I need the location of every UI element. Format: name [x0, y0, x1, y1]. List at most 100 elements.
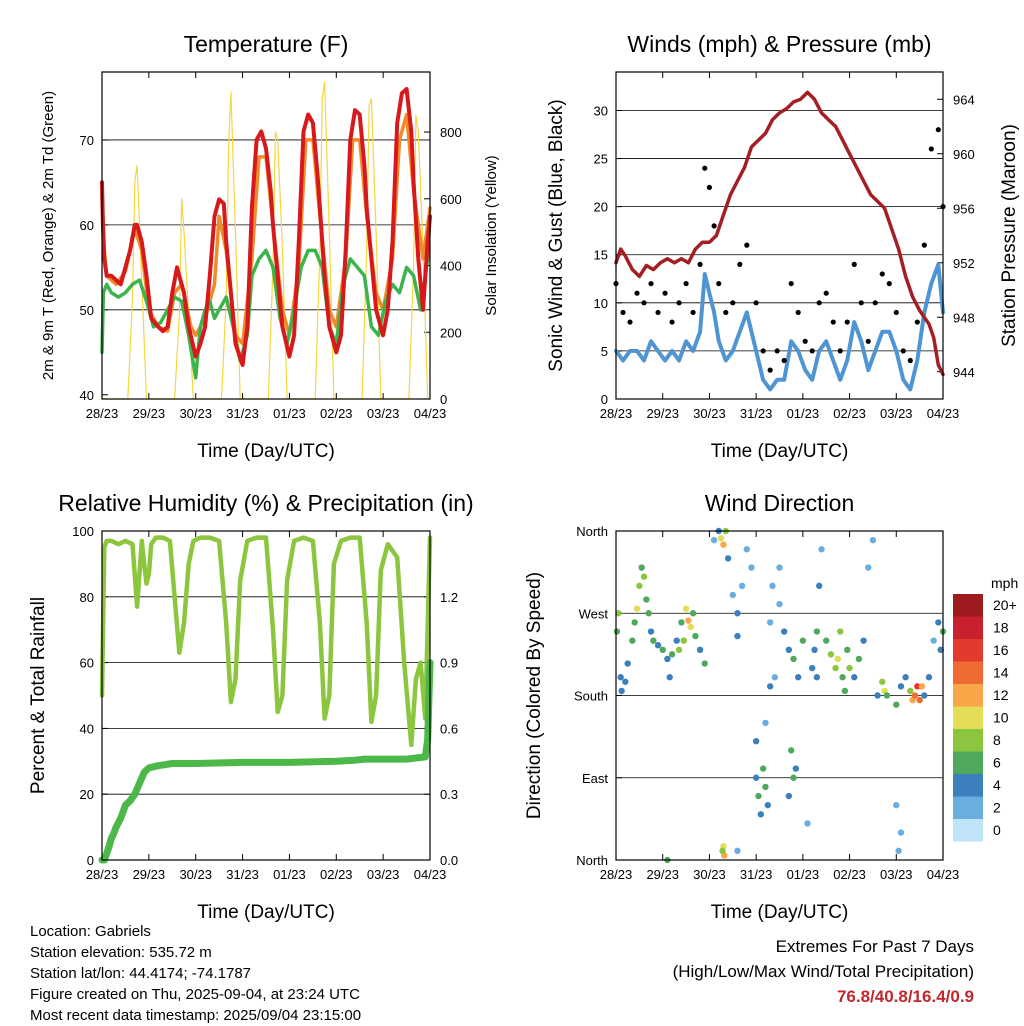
y2-tick-label: 964 [953, 92, 975, 107]
gust-point [690, 309, 696, 316]
direction-point [615, 610, 622, 617]
direction-point [640, 573, 648, 580]
gust-point [802, 338, 808, 344]
y-tick-label: 25 [594, 152, 608, 167]
y-tick-label: 60 [80, 218, 94, 233]
gust-point [702, 165, 708, 171]
legend-label: 8 [993, 732, 1001, 748]
gust-point [697, 261, 703, 267]
series-line-wind [614, 262, 945, 392]
y2-tick-label: 200 [440, 325, 462, 340]
direction-point [776, 564, 783, 571]
y2-tick-label: 952 [953, 256, 975, 271]
y-tick-label: East [582, 771, 608, 786]
legend-swatch [953, 684, 983, 707]
legend-label: 2 [993, 800, 1001, 816]
gust-point [872, 300, 878, 306]
series-line-2m-t [100, 87, 432, 367]
x-tick-label: 30/23 [179, 867, 212, 882]
direction-point [752, 774, 760, 781]
y2-tick-label: 1.2 [440, 590, 458, 605]
direction-point [633, 605, 641, 612]
direction-point [717, 535, 725, 542]
direction-point [734, 632, 741, 640]
direction-point [832, 664, 839, 672]
direction-point [719, 847, 726, 855]
direction-point [911, 692, 919, 699]
y-tick-label: 0 [601, 392, 608, 407]
y2-axis-label: Station Pressure (Maroon) [999, 124, 1020, 347]
direction-point [851, 674, 858, 681]
direction-point [846, 664, 853, 672]
direction-point [755, 792, 762, 800]
direction-point [752, 737, 760, 745]
direction-point [897, 829, 905, 836]
extremes-title: Extremes For Past 7 Days [775, 937, 974, 956]
station-elevation: Station elevation: 535.72 m [30, 944, 212, 961]
direction-point [937, 646, 944, 654]
x-tick-label: 01/23 [273, 406, 306, 421]
direction-point [666, 674, 673, 681]
x-tick-label: 04/23 [927, 867, 960, 882]
gust-point [716, 280, 722, 287]
chart-title: Winds (mph) & Pressure (mb) [627, 31, 931, 57]
y2-tick-label: 0.0 [440, 853, 458, 868]
direction-point [729, 591, 736, 599]
y-tick-label: 5 [601, 344, 608, 359]
y-tick-label: 20 [594, 200, 608, 215]
direction-point [673, 637, 680, 644]
gust-point [809, 348, 815, 354]
station-location: Location: Gabriels [30, 923, 151, 940]
gust-point [627, 319, 633, 325]
station-latlon: Station lat/lon: 44.4174; -74.1787 [30, 965, 252, 982]
direction-point [629, 637, 636, 644]
gust-point [823, 290, 829, 296]
direction-point [647, 628, 655, 635]
direction-point [794, 674, 802, 681]
legend-label: 14 [993, 665, 1009, 681]
series-line-pressure [614, 90, 945, 377]
y2-tick-label: 960 [953, 147, 975, 162]
plot-border [101, 71, 431, 400]
legend-swatch [953, 661, 983, 684]
chart-title: Relative Humidity (%) & Precipitation (i… [58, 490, 473, 516]
direction-point [659, 646, 666, 654]
direction-point [687, 623, 694, 631]
direction-point [701, 660, 708, 667]
x-tick-label: 28/23 [86, 867, 119, 882]
y2-tick-label: 800 [440, 125, 462, 140]
direction-point [921, 692, 928, 699]
x-tick-label: 03/23 [367, 406, 400, 421]
direction-point [799, 637, 807, 644]
x-tick-label: 02/23 [833, 406, 866, 421]
gust-point [648, 280, 654, 287]
y2-tick-label: 948 [953, 310, 975, 325]
x-tick-label: 03/23 [367, 867, 400, 882]
gust-point [886, 280, 892, 287]
x-tick-label: 01/23 [273, 867, 306, 882]
direction-point [643, 596, 650, 603]
x-tick-label: 04/23 [414, 867, 447, 882]
legend-swatch [953, 639, 983, 662]
gust-point [893, 309, 899, 316]
legend-swatch [953, 729, 983, 752]
direction-point [685, 617, 692, 624]
legend-label: 4 [993, 777, 1001, 793]
direction-point [883, 692, 891, 699]
direction-point [874, 692, 881, 699]
direction-point [780, 628, 788, 635]
y-tick-label: 15 [594, 248, 608, 263]
recent-timestamp: Most recent data timestamp: 2025/09/04 2… [30, 1007, 362, 1024]
y2-tick-label: 0.6 [440, 721, 458, 736]
x-tick-label: 28/23 [600, 406, 633, 421]
chart-title: Temperature (F) [184, 31, 349, 57]
direction-point [724, 555, 732, 562]
gust-point [760, 348, 766, 354]
x-tick-label: 29/23 [646, 867, 679, 882]
direction-chart: Wind Direction 28/23 29/23 30/23 31/23 01/23 0… [524, 490, 1018, 923]
direction-point [692, 632, 699, 640]
x-tick-label: 01/23 [787, 406, 820, 421]
direction-point [804, 820, 811, 827]
legend-swatch [953, 594, 983, 617]
y-tick-label: West [579, 606, 609, 621]
